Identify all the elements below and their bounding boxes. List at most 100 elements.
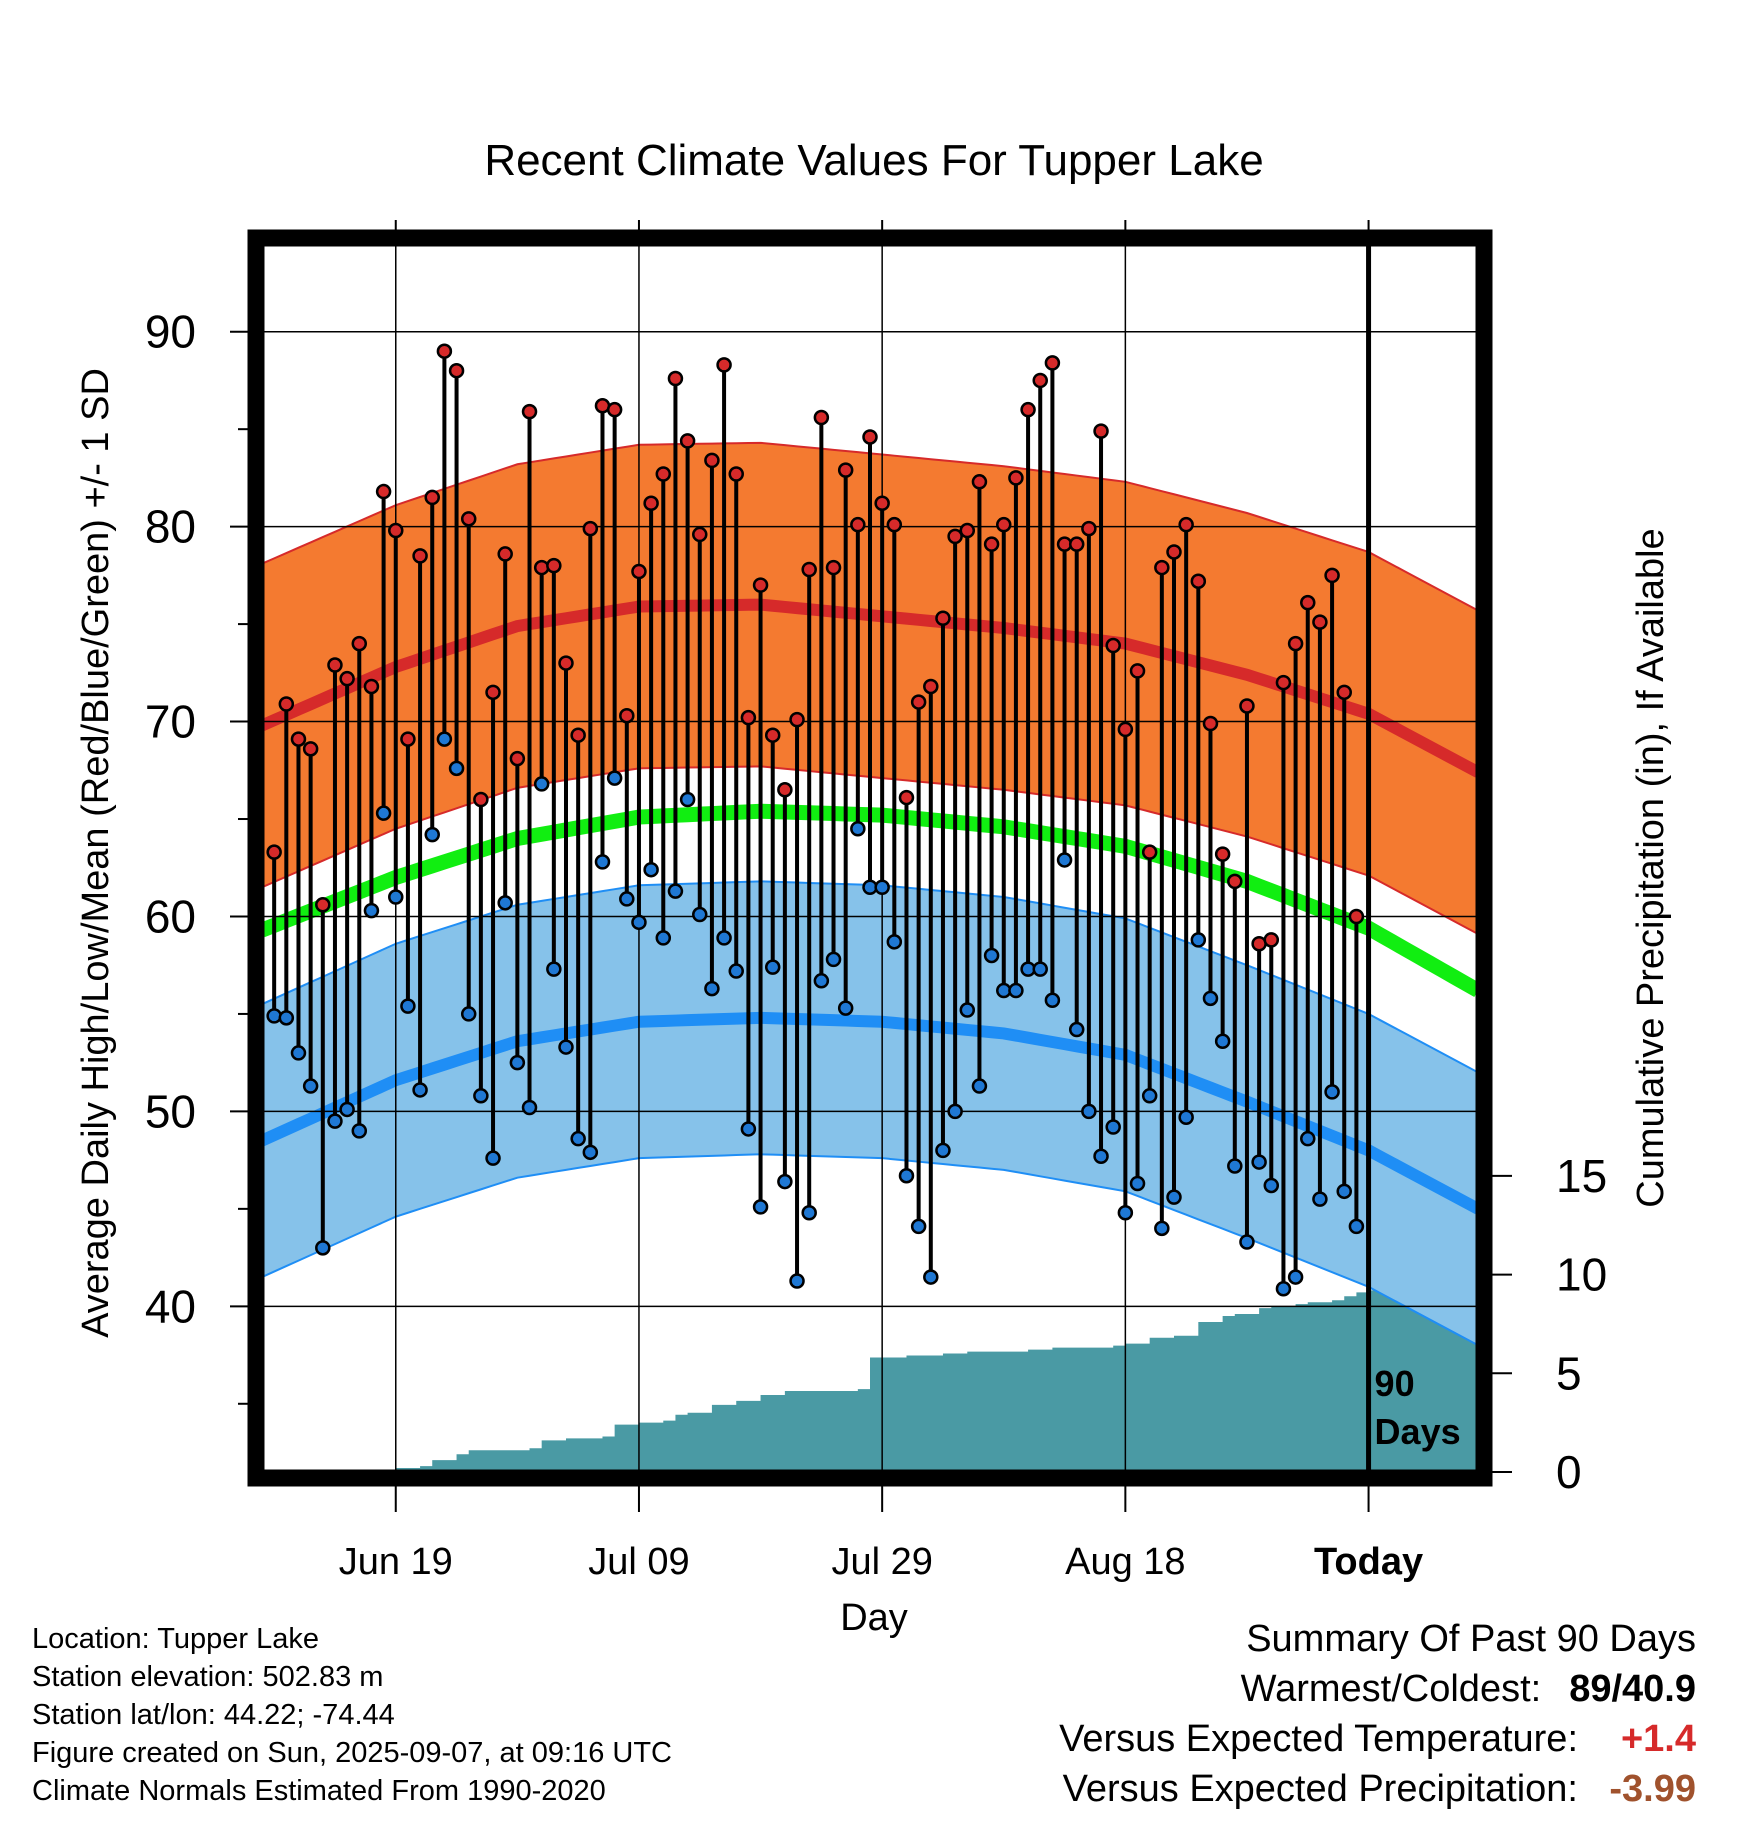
daily-high-point	[692, 526, 708, 543]
temp-anomaly-label: Versus Expected Temperature:	[1059, 1718, 1578, 1760]
daily-high-point	[315, 897, 331, 913]
daily-low-point	[485, 1150, 501, 1166]
daily-high-point	[1312, 614, 1328, 630]
daily-high-point	[339, 670, 355, 687]
daily-low-point	[740, 1121, 757, 1137]
daily-low-point	[898, 1167, 915, 1184]
location-text: Location: Tupper Lake	[32, 1623, 319, 1655]
summary-title: Summary Of Past 90 Days	[1246, 1618, 1696, 1660]
daily-high-point	[1008, 470, 1024, 486]
daily-low-point	[971, 1078, 988, 1094]
daily-high-point	[910, 694, 927, 710]
daily-low-point	[935, 1142, 951, 1159]
daily-low-point	[1239, 1234, 1255, 1250]
daily-low-point	[959, 1002, 976, 1018]
daily-low-point	[619, 891, 635, 907]
daily-high-point	[351, 635, 368, 652]
x-axis-label: Day	[840, 1597, 908, 1639]
daily-low-point	[1105, 1119, 1121, 1135]
period-label: 90 Days	[1375, 1363, 1461, 1452]
daily-high-point	[412, 548, 428, 564]
daily-low-point	[1263, 1177, 1280, 1194]
daily-low-point	[1287, 1269, 1304, 1285]
daily-low-point	[1141, 1088, 1158, 1104]
daily-low-point	[1166, 1189, 1182, 1205]
daily-low-point	[643, 861, 659, 878]
normals-text: Climate Normals Estimated From 1990-2020	[32, 1775, 606, 1807]
precipitation-area-layer	[262, 1290, 1478, 1472]
daily-low-point	[752, 1199, 769, 1215]
daily-low-point	[837, 1000, 854, 1016]
daily-high-point	[752, 577, 769, 593]
daily-high-point	[1227, 873, 1243, 890]
daily-high-point	[996, 516, 1012, 533]
daily-high-point	[667, 370, 684, 387]
daily-high-point	[959, 522, 976, 539]
daily-high-point	[1081, 520, 1097, 537]
daily-high-point	[473, 791, 489, 808]
daily-high-point	[1202, 715, 1219, 732]
daily-low-point	[789, 1273, 805, 1289]
daily-high-point	[497, 546, 513, 562]
daily-low-point	[1190, 932, 1207, 948]
daily-low-point	[521, 1099, 538, 1116]
daily-high-point	[704, 452, 720, 469]
daily-low-point	[327, 1113, 343, 1129]
daily-low-point	[606, 770, 623, 786]
daily-high-point	[400, 731, 416, 747]
daily-high-point	[971, 474, 988, 490]
daily-low-point	[1056, 852, 1073, 868]
daily-high-point	[631, 563, 647, 580]
elevation-text: Station elevation: 502.83 m	[32, 1661, 384, 1693]
daily-low-point	[558, 1039, 574, 1055]
daily-high-point	[1300, 594, 1316, 611]
daily-high-point	[448, 362, 465, 379]
daily-high-point	[485, 684, 501, 701]
daily-high-point	[1032, 372, 1048, 389]
daily-low-point	[266, 1008, 282, 1024]
daily-high-point	[1154, 559, 1170, 576]
daily-low-point	[1348, 1218, 1365, 1235]
daily-high-point	[777, 782, 793, 798]
daily-high-point	[983, 536, 1000, 552]
daily-low-point	[351, 1123, 368, 1139]
observation-layer	[266, 343, 1365, 1297]
daily-low-point	[716, 930, 732, 946]
precip-anomaly-row: Versus Expected Precipitation: -3.99	[1059, 1764, 1696, 1814]
daily-low-point	[1068, 1021, 1085, 1038]
daily-low-point	[947, 1103, 963, 1120]
temp-anomaly-value: +1.4	[1620, 1718, 1696, 1760]
daily-high-point	[436, 343, 453, 359]
daily-high-point	[935, 610, 951, 626]
y-tick-label: 60	[145, 890, 196, 942]
daily-high-point	[1275, 674, 1292, 691]
daily-low-point	[813, 973, 830, 989]
daily-high-point	[837, 462, 854, 478]
y-tick-label: 50	[145, 1085, 196, 1137]
daily-high-point	[1044, 355, 1061, 371]
daily-low-point	[375, 805, 392, 821]
daily-high-point	[424, 489, 440, 506]
daily-low-point	[1081, 1103, 1097, 1120]
daily-low-point	[339, 1101, 355, 1118]
daily-low-point	[923, 1269, 939, 1285]
daily-low-point	[546, 961, 562, 977]
daily-low-point	[850, 821, 866, 837]
y-axis-label: Average Daily High/Low/Mean (Red/Blue/Gr…	[75, 368, 117, 1338]
daily-high-point	[825, 559, 842, 576]
daily-low-point	[424, 826, 440, 843]
daily-low-point	[570, 1130, 586, 1147]
daily-low-point	[448, 760, 465, 777]
daily-low-point	[1214, 1033, 1231, 1049]
daily-low-point	[667, 883, 684, 899]
daily-low-point	[509, 1054, 526, 1071]
latlon-text: Station lat/lon: 44.22; -74.44	[32, 1699, 395, 1731]
daily-low-point	[1202, 990, 1219, 1007]
daily-high-point	[619, 707, 635, 724]
daily-low-point	[1008, 982, 1024, 999]
daily-high-point	[886, 516, 903, 533]
daily-high-point	[1239, 698, 1255, 714]
daily-low-point	[497, 895, 513, 911]
daily-high-point	[388, 522, 404, 539]
daily-high-point	[1178, 516, 1194, 533]
